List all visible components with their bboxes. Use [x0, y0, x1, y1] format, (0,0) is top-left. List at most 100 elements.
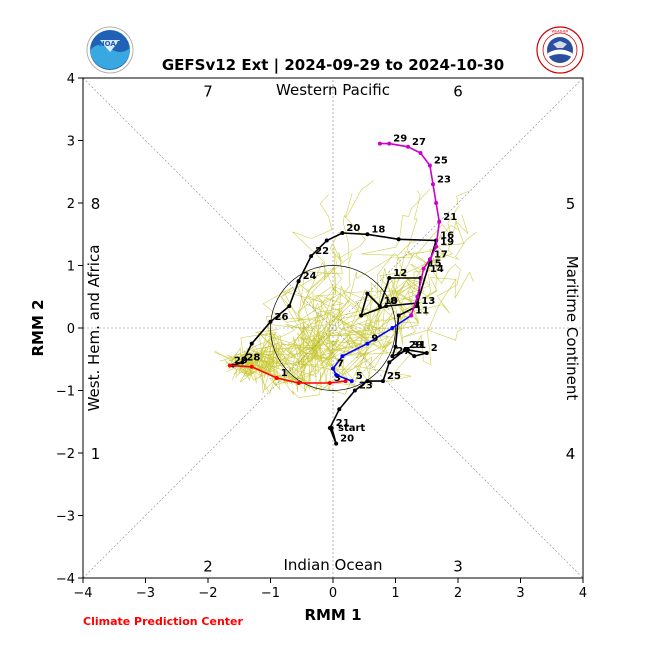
ensemble-line	[226, 193, 353, 363]
data-point	[415, 304, 420, 309]
credit-label: Climate Prediction Center	[83, 615, 243, 628]
data-point	[327, 426, 332, 430]
data-label: 20	[340, 434, 354, 445]
y-tick-label: 3	[67, 135, 75, 150]
data-point	[421, 266, 426, 271]
data-point	[249, 341, 254, 346]
data-point	[365, 232, 370, 237]
data-point	[396, 237, 401, 242]
x-tick-label: −1	[261, 586, 280, 601]
data-label: 29	[409, 340, 423, 351]
data-point	[268, 319, 273, 324]
x-tick-label: −3	[136, 586, 155, 601]
data-point	[340, 354, 345, 359]
data-label: 5	[356, 371, 363, 382]
data-label: 26	[275, 312, 289, 323]
data-point	[249, 364, 254, 369]
phase-number-7: 7	[203, 83, 213, 101]
data-point	[340, 231, 345, 235]
data-label: 12	[393, 268, 407, 279]
phase-number-1: 1	[91, 445, 101, 463]
x-tick-label: 3	[516, 586, 524, 601]
ensemble-line	[214, 224, 460, 368]
svg-text:NOAA: NOAA	[99, 40, 122, 48]
data-label: 20	[346, 223, 360, 234]
data-point	[359, 313, 364, 318]
y-tick-label: 4	[67, 72, 75, 87]
ensemble-line	[232, 254, 337, 374]
data-point	[387, 141, 392, 146]
data-label: 13	[421, 296, 435, 307]
data-point	[381, 379, 385, 384]
data-point	[337, 407, 342, 412]
data-label: 10	[384, 296, 398, 307]
data-point	[334, 441, 339, 446]
ensemble-line	[237, 194, 333, 370]
data-point	[402, 347, 407, 352]
data-point	[349, 379, 354, 384]
data-label: 24	[303, 271, 317, 282]
data-point	[431, 182, 435, 187]
ensemble-line	[238, 328, 463, 395]
data-label: 27	[412, 137, 426, 148]
data-label: 23	[359, 381, 373, 392]
ensemble-line	[234, 277, 456, 385]
ensemble-line	[233, 231, 443, 375]
data-label: 2	[431, 343, 438, 354]
data-point	[334, 372, 339, 377]
nws-logo: WEATHER	[536, 26, 584, 74]
x-tick-label: 2	[454, 586, 462, 601]
data-label: 25	[387, 371, 401, 382]
y-tick-label: 2	[67, 197, 75, 212]
data-label: 3	[334, 373, 341, 384]
data-label: 8	[390, 296, 397, 307]
data-point	[324, 238, 329, 243]
phase-number-8: 8	[91, 195, 101, 213]
data-point	[390, 354, 395, 359]
series-line	[229, 364, 346, 384]
series-1: 29 1 3	[227, 356, 348, 385]
ensemble-line	[228, 274, 431, 385]
data-point	[387, 360, 392, 365]
data-label: 25	[434, 156, 448, 167]
x-tick-label: −4	[73, 586, 92, 601]
x-axis-label: RMM 1	[304, 606, 361, 624]
data-point	[274, 376, 279, 380]
data-point	[227, 363, 232, 368]
data-label: 28	[246, 352, 260, 363]
ensemble-line	[238, 252, 352, 377]
data-point	[434, 201, 439, 205]
annotation-label: 14	[430, 264, 444, 275]
data-point	[352, 388, 357, 393]
phase-number-2: 2	[203, 558, 213, 576]
ensemble-line	[244, 269, 438, 384]
data-label: 9	[371, 334, 378, 345]
data-label: 17	[434, 249, 448, 260]
data-point	[365, 291, 370, 296]
data-point	[415, 294, 420, 299]
data-point	[287, 304, 292, 309]
data-point	[343, 379, 348, 384]
data-label: 1	[281, 368, 288, 379]
data-label: 15	[428, 259, 442, 270]
data-point	[393, 344, 398, 349]
data-label: 31	[412, 340, 426, 351]
data-label: 19	[440, 237, 454, 248]
data-point	[327, 381, 332, 385]
ensemble-line	[230, 190, 421, 375]
data-point	[424, 351, 429, 355]
noaa-logo: NOAA	[86, 26, 134, 74]
data-label: 29	[234, 356, 248, 367]
data-label: 21	[336, 418, 350, 429]
y-tick-label: −4	[56, 572, 75, 587]
x-tick-label: 4	[579, 586, 587, 601]
y-axis-label: RMM 2	[29, 299, 47, 356]
region-label-bottom: Indian Ocean	[283, 556, 382, 574]
region-label-left: West. Hem. and Africa	[85, 245, 103, 412]
data-label: 18	[371, 224, 385, 235]
data-point	[412, 354, 417, 359]
y-tick-label: 1	[67, 260, 75, 275]
y-tick-label: −3	[56, 510, 75, 525]
data-point	[331, 366, 335, 371]
data-point	[396, 313, 401, 318]
